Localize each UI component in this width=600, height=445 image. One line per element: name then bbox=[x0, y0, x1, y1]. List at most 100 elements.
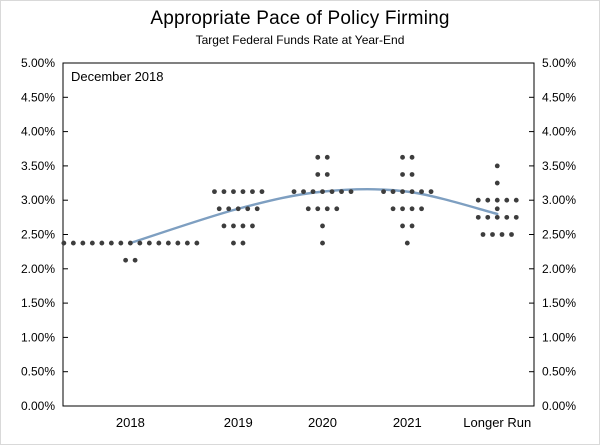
projection-dot bbox=[513, 197, 519, 203]
projection-dot bbox=[240, 240, 246, 246]
projection-dot bbox=[118, 240, 124, 246]
projection-dot bbox=[291, 189, 297, 195]
projection-dot bbox=[390, 189, 396, 195]
projection-dot bbox=[194, 240, 200, 246]
chart-subtitle: Target Federal Funds Rate at Year-End bbox=[195, 33, 405, 47]
chart-title: Appropriate Pace of Policy Firming bbox=[150, 8, 450, 29]
projection-dot bbox=[390, 206, 396, 212]
projection-dot bbox=[324, 172, 330, 177]
y-axis-label-right: 4.00% bbox=[542, 125, 576, 139]
projection-dot bbox=[404, 240, 410, 246]
projection-dot bbox=[254, 206, 260, 212]
plot-border bbox=[62, 62, 535, 407]
projection-dot bbox=[499, 232, 505, 237]
projection-dot bbox=[504, 197, 510, 203]
projection-dot bbox=[132, 257, 138, 263]
projection-dot bbox=[175, 240, 181, 246]
projection-dot bbox=[475, 214, 481, 220]
projection-dot bbox=[61, 240, 67, 246]
projection-dot bbox=[231, 223, 236, 229]
projection-dot bbox=[315, 154, 321, 160]
projection-dot bbox=[315, 206, 321, 212]
y-axis-label-right: 3.00% bbox=[542, 193, 576, 207]
y-axis-label-right: 1.50% bbox=[542, 296, 576, 310]
projection-dot bbox=[490, 232, 495, 237]
projection-dot bbox=[494, 180, 500, 186]
y-axis-label-right: 4.50% bbox=[542, 90, 576, 104]
projection-dot bbox=[250, 189, 255, 195]
y-axis-label-left: 2.00% bbox=[21, 262, 55, 276]
projection-dot bbox=[494, 197, 500, 203]
projection-dot bbox=[428, 189, 434, 195]
projection-dot bbox=[485, 197, 491, 203]
y-axis-label-left: 4.00% bbox=[21, 125, 55, 139]
projection-dot bbox=[324, 154, 330, 160]
projection-dot bbox=[165, 240, 171, 246]
projection-dot bbox=[409, 189, 415, 195]
projection-dot bbox=[409, 172, 415, 177]
projection-dot bbox=[310, 189, 316, 195]
projection-dot bbox=[89, 240, 95, 246]
y-axis-label-left: 3.00% bbox=[21, 193, 55, 207]
projection-dot bbox=[334, 206, 340, 212]
projection-dot bbox=[475, 197, 481, 203]
projection-dot bbox=[127, 240, 133, 246]
projection-dot bbox=[400, 189, 405, 195]
y-axis-label-left: 0.50% bbox=[21, 365, 55, 379]
projection-dot bbox=[494, 214, 500, 220]
projection-dot bbox=[184, 240, 190, 246]
y-axis-label-left: 3.50% bbox=[21, 159, 55, 173]
projection-dot bbox=[409, 223, 415, 229]
meeting-date-annotation: December 2018 bbox=[71, 69, 164, 84]
x-axis-label: 2019 bbox=[224, 415, 253, 430]
projection-dot bbox=[400, 172, 405, 177]
projection-dot bbox=[329, 189, 335, 195]
projection-dot bbox=[315, 172, 321, 177]
projection-dot bbox=[305, 206, 311, 212]
projection-dot bbox=[156, 240, 162, 246]
projection-dot bbox=[480, 232, 486, 237]
projection-dot bbox=[216, 206, 222, 212]
projection-dot bbox=[70, 240, 76, 246]
projection-dot bbox=[324, 206, 330, 212]
x-axis-label: 2020 bbox=[308, 415, 337, 430]
projection-dot bbox=[250, 223, 255, 229]
projection-dot bbox=[339, 189, 344, 195]
x-axis-label: Longer Run bbox=[463, 415, 531, 430]
projection-dot bbox=[320, 223, 325, 229]
projection-dot bbox=[226, 206, 232, 212]
y-axis-label-right: 3.50% bbox=[542, 159, 576, 173]
y-axis-label-right: 0.50% bbox=[542, 365, 576, 379]
projection-dot bbox=[301, 189, 306, 195]
y-axis-label-left: 1.50% bbox=[21, 296, 55, 310]
projection-dot bbox=[400, 223, 405, 229]
projection-dot bbox=[494, 206, 500, 212]
y-axis-label-left: 5.00% bbox=[21, 56, 55, 70]
projection-dot bbox=[221, 189, 227, 195]
y-axis-label-right: 1.00% bbox=[542, 330, 576, 344]
projection-dot bbox=[212, 189, 217, 195]
projection-dot bbox=[99, 240, 105, 246]
projection-dot bbox=[123, 257, 129, 263]
y-axis-label-left: 1.00% bbox=[21, 330, 55, 344]
projection-dot bbox=[221, 223, 227, 229]
y-axis-label-right: 2.50% bbox=[542, 228, 576, 242]
projection-dot bbox=[108, 240, 114, 246]
projection-dot bbox=[485, 214, 491, 220]
projection-dot bbox=[80, 240, 86, 246]
projection-dot bbox=[494, 163, 500, 169]
projection-dot bbox=[504, 214, 510, 220]
projection-dot bbox=[240, 223, 246, 229]
y-axis-label-right: 0.00% bbox=[542, 399, 576, 413]
x-axis-label: 2018 bbox=[116, 415, 145, 430]
projection-dot bbox=[409, 154, 415, 160]
x-axis-label: 2021 bbox=[393, 415, 422, 430]
projection-dot bbox=[137, 240, 143, 246]
projection-dot bbox=[231, 189, 236, 195]
projection-dot bbox=[400, 206, 405, 212]
projection-dot bbox=[245, 206, 251, 212]
projection-dot bbox=[240, 189, 246, 195]
y-axis-label-left: 4.50% bbox=[21, 90, 55, 104]
